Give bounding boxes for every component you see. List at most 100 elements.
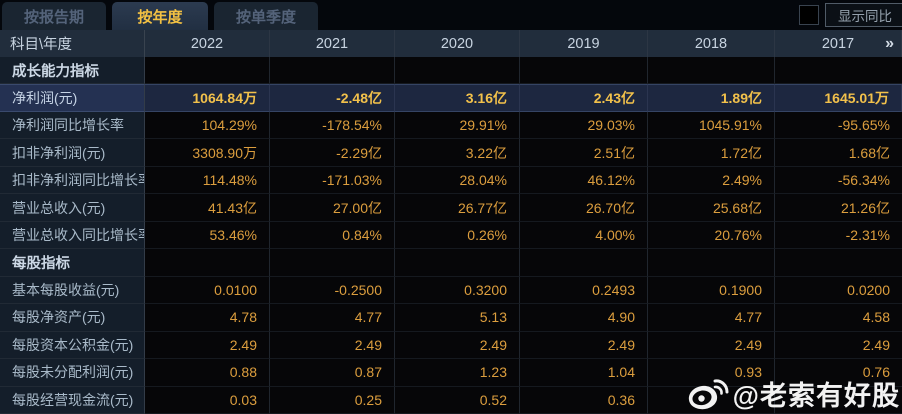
cell-value: 29.91% <box>395 111 520 140</box>
table-row[interactable]: 净利润同比增长率 104.29% -178.54% 29.91% 29.03% 1045.… <box>0 111 902 140</box>
header-year-label: 2020 <box>440 35 474 52</box>
tabbar-right-controls: 显示同比 <box>799 0 902 30</box>
cell-value: 1.68亿 <box>775 139 902 167</box>
cell-value <box>145 57 270 85</box>
row-label: 每股经营现金流(元) <box>0 386 145 414</box>
cell-value: 114.48% <box>145 166 270 195</box>
header-year-label: 2022 <box>190 35 224 52</box>
row-label: 扣非净利润(元) <box>0 139 145 167</box>
cell-value: 1064.84万 <box>145 84 270 112</box>
header-year-label: 2021 <box>315 35 349 52</box>
more-columns-icon[interactable]: » <box>885 34 894 52</box>
cell-value: 0.36 <box>520 386 648 414</box>
cell-value: 0.26% <box>395 221 520 250</box>
financial-metrics-table: 科目\年度 2022 2021 2020 2019 2018 2017 » 成长能力指标 净利润(… <box>0 30 902 414</box>
cell-value: 20.76% <box>648 221 775 250</box>
header-year-2021: 2021 <box>270 30 395 57</box>
table-row[interactable]: 每股未分配利润(元) 0.88 0.87 1.23 1.04 0.93 0.76 <box>0 359 902 387</box>
header-year-2017: 2017 » <box>775 30 902 57</box>
tab-by-year[interactable]: 按年度 <box>112 2 208 30</box>
cell-value: 4.58 <box>775 304 902 332</box>
show-yoy-checkbox[interactable] <box>799 5 819 25</box>
cell-value <box>395 57 520 85</box>
header-year-label: 2017 <box>821 35 855 52</box>
row-label: 每股指标 <box>0 249 145 277</box>
cell-value: 1045.91% <box>648 111 775 140</box>
row-label: 每股未分配利润(元) <box>0 359 145 387</box>
cell-value <box>270 249 395 277</box>
cell-value: 2.49 <box>145 331 270 360</box>
cell-value: 41.43亿 <box>145 194 270 222</box>
cell-value: 1.72亿 <box>648 139 775 167</box>
show-yoy-button[interactable]: 显示同比 <box>825 3 902 27</box>
tab-by-quarter[interactable]: 按单季度 <box>214 2 318 30</box>
table-row[interactable]: 每股经营现金流(元) 0.03 0.25 0.52 0.36 <box>0 386 902 414</box>
cell-value: 0.76 <box>775 359 902 387</box>
cell-value: 28.04% <box>395 166 520 195</box>
table-row[interactable]: 扣非净利润同比增长率 114.48% -171.03% 28.04% 46.12% 2.4… <box>0 166 902 195</box>
cell-value: 46.12% <box>520 166 648 195</box>
cell-value: 0.93 <box>648 359 775 387</box>
cell-value: 0.1900 <box>648 276 775 305</box>
header-year-2022: 2022 <box>145 30 270 57</box>
cell-value: 2.49 <box>648 331 775 360</box>
table-row[interactable]: 营业总收入同比增长率 53.46% 0.84% 0.26% 4.00% 20.76% -2.… <box>0 221 902 250</box>
cell-value: 4.00% <box>520 221 648 250</box>
cell-value: 3.16亿 <box>395 84 520 112</box>
section-row: 成长能力指标 <box>0 57 902 85</box>
row-label: 基本每股收益(元) <box>0 276 145 305</box>
row-label: 扣非净利润同比增长率 <box>0 166 145 195</box>
table-row[interactable]: 基本每股收益(元) 0.0100 -0.2500 0.3200 0.2493 0.1900… <box>0 276 902 305</box>
row-label: 每股资本公积金(元) <box>0 331 145 360</box>
cell-value <box>775 249 902 277</box>
cell-value: 4.90 <box>520 304 648 332</box>
cell-value <box>648 386 775 414</box>
cell-value: 0.25 <box>270 386 395 414</box>
row-label: 净利润(元) <box>0 84 145 112</box>
cell-value: 1.04 <box>520 359 648 387</box>
table-row[interactable]: 每股资本公积金(元) 2.49 2.49 2.49 2.49 2.49 2.49 <box>0 331 902 360</box>
cell-value: 104.29% <box>145 111 270 140</box>
cell-value: 4.78 <box>145 304 270 332</box>
cell-value: 1.23 <box>395 359 520 387</box>
cell-value: -178.54% <box>270 111 395 140</box>
cell-value: 2.43亿 <box>520 84 648 112</box>
section-row: 每股指标 <box>0 249 902 277</box>
table-row[interactable]: 每股净资产(元) 4.78 4.77 5.13 4.90 4.77 4.58 <box>0 304 902 332</box>
cell-value: 26.77亿 <box>395 194 520 222</box>
cell-value: 2.49 <box>520 331 648 360</box>
cell-value <box>520 249 648 277</box>
cell-value: -56.34% <box>775 166 902 195</box>
cell-value: -2.48亿 <box>270 84 395 112</box>
cell-value <box>775 57 902 85</box>
header-year-2020: 2020 <box>395 30 520 57</box>
cell-value: 2.49 <box>270 331 395 360</box>
cell-value: 0.84% <box>270 221 395 250</box>
cell-value <box>775 386 902 414</box>
cell-value: 1645.01万 <box>775 84 902 112</box>
row-label: 营业总收入同比增长率 <box>0 221 145 250</box>
tab-by-report-period[interactable]: 按报告期 <box>2 2 106 30</box>
cell-value: 1.89亿 <box>648 84 775 112</box>
table-row[interactable]: 营业总收入(元) 41.43亿 27.00亿 26.77亿 26.70亿 25.68亿 21… <box>0 194 902 222</box>
cell-value <box>520 57 648 85</box>
period-tabbar: 按报告期 按年度 按单季度 显示同比 <box>0 0 902 30</box>
cell-value: 26.70亿 <box>520 194 648 222</box>
cell-value: 27.00亿 <box>270 194 395 222</box>
cell-value: 2.51亿 <box>520 139 648 167</box>
table-header-row: 科目\年度 2022 2021 2020 2019 2018 2017 » <box>0 30 902 57</box>
table-row[interactable]: 扣非净利润(元) 3308.90万 -2.29亿 3.22亿 2.51亿 1.72亿 1.6… <box>0 139 902 167</box>
cell-value: -171.03% <box>270 166 395 195</box>
cell-value: 0.87 <box>270 359 395 387</box>
cell-value: 0.0200 <box>775 276 902 305</box>
row-label: 每股净资产(元) <box>0 304 145 332</box>
table-row[interactable]: 净利润(元) 1064.84万 -2.48亿 3.16亿 2.43亿 1.89亿 1645.… <box>0 84 902 112</box>
cell-value <box>270 57 395 85</box>
cell-value: 21.26亿 <box>775 194 902 222</box>
cell-value: 53.46% <box>145 221 270 250</box>
cell-value: 2.49% <box>648 166 775 195</box>
cell-value: 0.0100 <box>145 276 270 305</box>
cell-value: 29.03% <box>520 111 648 140</box>
cell-value <box>648 249 775 277</box>
